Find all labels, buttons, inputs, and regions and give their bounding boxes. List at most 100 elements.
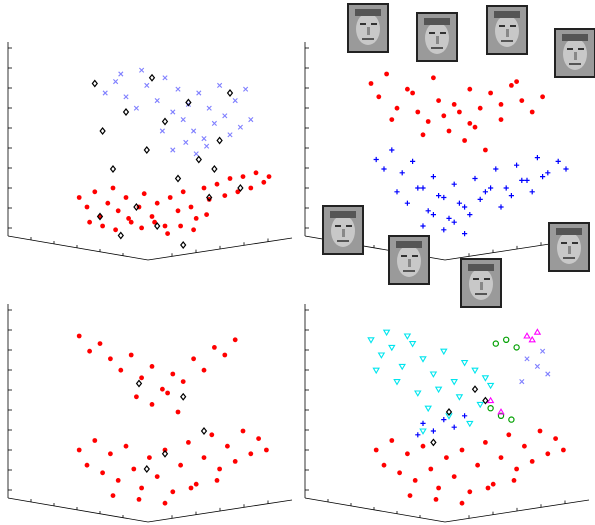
point: [116, 478, 121, 483]
faces: [322, 3, 595, 308]
point: [509, 193, 514, 198]
point: [514, 163, 519, 168]
point: [436, 98, 441, 103]
point: [504, 337, 509, 342]
point: [522, 444, 527, 449]
point: [519, 98, 524, 103]
point: [223, 114, 227, 118]
point: [228, 133, 232, 137]
point: [217, 467, 222, 472]
point: [118, 233, 123, 239]
axis-line: [148, 500, 292, 522]
point: [217, 138, 222, 144]
point: [163, 501, 168, 506]
point: [389, 117, 394, 122]
point: [194, 482, 199, 487]
point: [111, 493, 116, 498]
point: [436, 193, 441, 198]
point: [420, 429, 426, 434]
point: [119, 72, 123, 76]
point: [488, 185, 493, 190]
point: [186, 100, 191, 106]
point: [499, 117, 504, 122]
point: [163, 224, 168, 229]
point: [436, 486, 441, 491]
point: [228, 176, 233, 181]
point: [181, 117, 185, 121]
point: [368, 338, 374, 343]
point: [116, 208, 121, 213]
point: [139, 375, 144, 380]
point: [389, 147, 394, 152]
point: [530, 459, 535, 464]
point: [92, 189, 97, 194]
point: [436, 387, 442, 392]
point: [415, 432, 420, 437]
point: [139, 68, 143, 72]
point: [165, 231, 170, 236]
point: [467, 489, 472, 494]
point: [171, 148, 175, 152]
point: [191, 227, 196, 232]
point: [202, 368, 207, 373]
point: [462, 204, 467, 209]
face-image: [460, 258, 502, 308]
point: [460, 448, 465, 453]
point: [420, 421, 425, 426]
point: [155, 474, 160, 479]
point: [217, 83, 221, 87]
point: [191, 129, 195, 133]
point: [113, 79, 117, 83]
point: [202, 428, 207, 434]
point: [374, 157, 379, 162]
point: [202, 186, 207, 191]
point: [142, 191, 147, 196]
point: [381, 166, 386, 171]
point: [535, 155, 540, 160]
point: [155, 98, 159, 102]
point: [530, 189, 535, 194]
point: [165, 391, 170, 396]
point: [512, 478, 517, 483]
point: [441, 195, 446, 200]
point: [509, 83, 514, 88]
point: [397, 470, 402, 475]
point: [520, 379, 524, 383]
point: [103, 91, 107, 95]
point: [452, 220, 457, 225]
point: [189, 486, 194, 491]
point: [415, 391, 421, 396]
point: [212, 121, 216, 125]
point: [431, 428, 436, 433]
point: [538, 429, 543, 434]
point: [108, 356, 113, 361]
point: [524, 178, 529, 183]
point: [196, 157, 201, 163]
point: [405, 451, 410, 456]
point: [472, 368, 478, 373]
point: [209, 432, 214, 437]
point: [137, 381, 142, 387]
point: [376, 94, 381, 99]
point: [243, 87, 247, 91]
point: [374, 448, 379, 453]
point: [181, 394, 186, 400]
point: [498, 204, 503, 209]
point: [473, 386, 478, 392]
point: [488, 383, 494, 388]
point: [197, 91, 201, 95]
point: [477, 402, 483, 407]
point: [441, 349, 447, 354]
point: [384, 330, 390, 335]
axis-line: [8, 236, 148, 260]
point: [478, 197, 483, 202]
point: [389, 345, 395, 350]
point: [545, 170, 550, 175]
point: [124, 195, 129, 200]
point: [415, 185, 420, 190]
point: [100, 470, 105, 475]
point: [467, 121, 472, 126]
point: [514, 345, 519, 350]
point: [113, 227, 118, 232]
point: [248, 451, 253, 456]
